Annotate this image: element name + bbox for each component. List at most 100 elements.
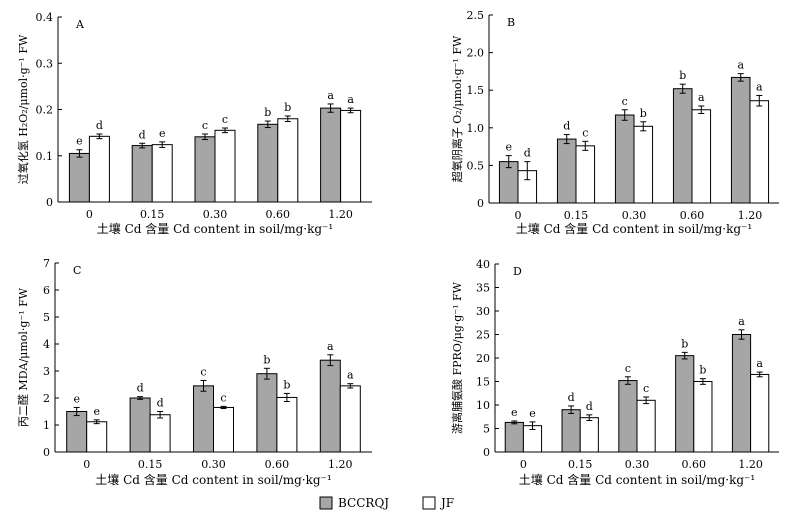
x-tick-label-a: 0.60 (266, 208, 291, 221)
y-tick-label-c: 6 (43, 284, 50, 297)
y-tick-label-b: 1.0 (467, 122, 485, 135)
y-tick-label-d: 20 (476, 352, 490, 365)
y-tick-label-a: 0.4 (36, 11, 54, 24)
significance-label-c: a (347, 369, 354, 382)
bar-a-jf (151, 144, 173, 203)
x-tick-label-b: 0.30 (622, 209, 647, 222)
significance-label-d: b (681, 337, 688, 350)
significance-label-b: a (756, 80, 763, 93)
x-tick-label-c: 0 (83, 458, 90, 471)
x-tick-label-a: 0 (86, 208, 93, 221)
significance-label-d: e (511, 406, 518, 419)
y-tick-label-d: 25 (476, 329, 490, 342)
y-tick-label-b: 2.0 (467, 47, 485, 60)
y-tick-label-b: 2.5 (467, 9, 485, 22)
bar-c-bccrqj (129, 397, 151, 453)
significance-label-b: c (582, 126, 588, 139)
y-tick-label-d: 10 (476, 399, 490, 412)
bar-d-jf (750, 373, 770, 453)
panel-label-b: B (507, 16, 515, 29)
significance-label-c: d (137, 382, 144, 395)
bar-a-bccrqj (320, 107, 342, 203)
y-axis-title-a: 过氧化氢 H₂O₂/μmol·g⁻¹ FW (16, 34, 30, 184)
bar-d-bccrqj (618, 380, 638, 453)
x-tick-label-c: 1.20 (328, 458, 353, 471)
x-tick-label-a: 1.20 (328, 208, 353, 221)
significance-label-d: b (699, 364, 706, 377)
bar-c-bccrqj (319, 359, 341, 453)
bar-c-bccrqj (66, 411, 88, 453)
bar-a-jf (277, 118, 299, 203)
bar-c-bccrqj (256, 373, 278, 453)
bar-a-jf (340, 109, 362, 203)
significance-label-b: d (563, 120, 570, 133)
bar-d-bccrqj (675, 355, 695, 453)
x-tick-label-d: 0 (520, 458, 527, 471)
bar-c-jf (86, 421, 108, 453)
panel-label-a: A (75, 18, 85, 31)
y-tick-label-d: 5 (483, 423, 490, 436)
y-tick-label-b: 0 (477, 197, 484, 210)
y-tick-label-c: 5 (43, 311, 50, 324)
bar-d-bccrqj (731, 334, 752, 453)
x-tick-label-b: 0.60 (680, 209, 705, 222)
significance-label-b: e (505, 141, 512, 154)
y-tick-label-b: 0.5 (467, 159, 485, 172)
bar-b-jf (749, 100, 770, 204)
y-tick-label-d: 30 (476, 305, 490, 318)
bar-a-bccrqj (68, 152, 90, 203)
bar-b-bccrqj (614, 114, 635, 204)
x-tick-label-b: 0 (515, 209, 522, 222)
significance-label-c: b (263, 353, 270, 366)
y-axis-title-d: 游离脯氨酸 FPRO/μg·g⁻¹ FW (450, 281, 464, 434)
x-tick-label-b: 0.15 (564, 209, 589, 222)
bar-b-jf (633, 125, 654, 204)
y-tick-label-d: 0 (483, 446, 490, 459)
panel-label-d: D (513, 265, 522, 278)
x-tick-label-d: 0.30 (625, 458, 650, 471)
significance-label-b: b (679, 69, 686, 82)
bar-d-jf (693, 381, 713, 453)
significance-label-a: a (327, 89, 334, 102)
legend-swatch-jf (422, 496, 436, 510)
legend: BCCRQJ JF (319, 496, 454, 510)
x-tick-label-c: 0.30 (201, 458, 226, 471)
significance-label-b: d (524, 147, 531, 160)
y-tick-label-d: 35 (476, 282, 490, 295)
x-axis-title-a: 土壤 Cd 含量 Cd content in soil/mg·kg⁻¹ (97, 221, 333, 236)
y-axis-title-c: 丙二醛 MDA/μmol·g⁻¹ FW (16, 287, 30, 427)
significance-label-a: d (96, 119, 103, 132)
significance-label-b: a (737, 59, 744, 72)
x-axis-title-b: 土壤 Cd 含量 Cd content in soil/mg·kg⁻¹ (516, 221, 752, 236)
bar-c-jf (149, 414, 171, 453)
legend-label-jf: JF (439, 496, 454, 510)
y-tick-label-c: 3 (43, 365, 50, 378)
significance-label-b: b (640, 107, 647, 120)
chart-panel-d: 0 5 10 15 20 25 30 35 40 D 0 e e 0.15 dd 0.30 cc 0.60 b b 1.… (450, 258, 779, 487)
panel-label-c: C (73, 264, 81, 277)
significance-label-b: a (698, 91, 705, 104)
bar-b-bccrqj (556, 138, 577, 204)
bar-b-bccrqj (730, 76, 751, 204)
bar-c-jf (276, 396, 298, 453)
bar-c-jf (213, 406, 234, 453)
significance-label-a: c (202, 119, 208, 132)
legend-label-bccrqj: BCCRQJ (338, 496, 389, 510)
bar-b-jf (575, 145, 596, 204)
bar-a-bccrqj (194, 136, 216, 203)
bar-b-bccrqj (672, 88, 693, 204)
y-tick-label-a: 0.3 (36, 57, 54, 70)
x-tick-label-b: 1.20 (738, 209, 763, 222)
significance-label-c: a (327, 340, 334, 353)
x-tick-label-a: 0.15 (140, 208, 165, 221)
x-tick-label-c: 0.60 (265, 458, 290, 471)
y-tick-label-c: 0 (43, 446, 50, 459)
significance-label-a: e (159, 127, 166, 140)
y-axis-title-b: 超氧阴离子 O₂/μmol·g⁻¹ FW (450, 35, 464, 182)
bar-a-jf (88, 135, 110, 203)
x-axis-title-c: 土壤 Cd 含量 Cd content in soil/mg·kg⁻¹ (95, 472, 331, 487)
x-axis-title-d: 土壤 Cd 含量 Cd content in soil/mg·kg⁻¹ (519, 472, 755, 487)
significance-label-c: d (157, 397, 164, 410)
